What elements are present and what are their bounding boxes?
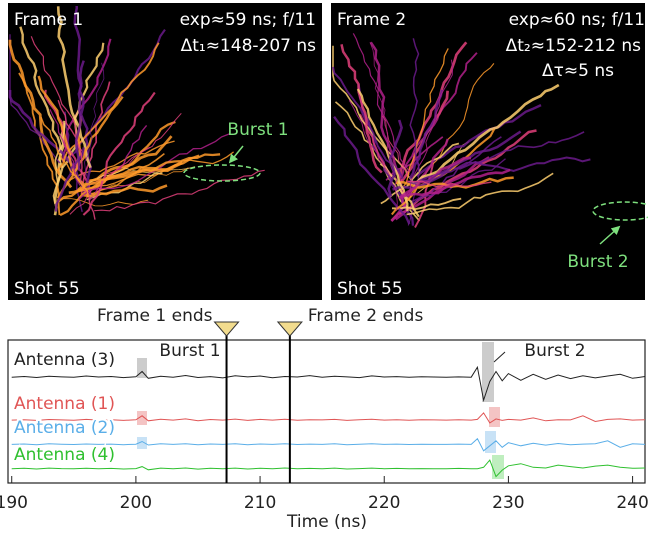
annotation: Burst 1: [159, 341, 220, 361]
legend-label: Antenna (1): [14, 394, 115, 414]
streamer-branch: [68, 161, 184, 195]
streamer-branch: [356, 88, 409, 212]
delay: Δt₁≈148-207 ns: [181, 36, 317, 56]
burst-highlight: [492, 455, 504, 479]
streamer-branch: [84, 62, 105, 177]
burst-arrow: [228, 145, 244, 164]
trace: [11, 459, 646, 478]
x-tick-label: 210: [244, 493, 276, 513]
x-tick-label: 240: [616, 493, 648, 513]
exposure: exp≈59 ns; f/11: [180, 10, 316, 30]
streamer-branch: [408, 89, 444, 180]
annotation-pointer: [493, 351, 506, 363]
streamer-branch: [399, 41, 468, 178]
annotation: Burst 2: [524, 341, 585, 361]
burst-label: Burst 1: [227, 120, 288, 140]
streamer-branches: [8, 5, 591, 228]
plot-frame: [7, 339, 646, 484]
shot-label: Shot 55: [14, 279, 80, 299]
burst-ellipse: [592, 201, 648, 221]
streamer-branch: [380, 142, 460, 205]
frame-label: Frame 2: [337, 10, 406, 30]
streamer-branch: [8, 90, 87, 195]
delay: Δt₂≈152-212 ns: [506, 36, 642, 56]
burst-highlight: [485, 431, 496, 453]
streamer-branch: [398, 168, 511, 200]
streamer-branch: [80, 81, 111, 195]
exposure: exp≈60 ns; f/11: [509, 10, 645, 30]
burst-highlight: [489, 407, 500, 427]
frame-end-label: Frame 1 ends: [97, 306, 213, 326]
streamer-branch: [405, 59, 454, 196]
burst-highlight: [137, 358, 147, 378]
streamer-branch: [40, 116, 89, 198]
x-axis-label: Time (ns): [286, 512, 367, 532]
streamer-branch: [387, 119, 403, 197]
streamer-branch: [44, 89, 92, 194]
legend-label: Antenna (3): [14, 350, 115, 370]
frame-end-marker: [276, 321, 303, 337]
burst-highlight: [137, 411, 147, 425]
burst-ellipse: [183, 164, 261, 182]
x-tick-label: 190: [0, 493, 28, 513]
frame-label: Frame 1: [14, 10, 83, 30]
streamer-branch: [57, 99, 96, 220]
streamer-branch: [334, 101, 421, 222]
legend-label: Antenna (2): [14, 418, 115, 438]
frame-end-marker: [213, 321, 240, 337]
streamer-branch: [18, 72, 61, 216]
streamer-branch: [415, 104, 542, 177]
x-tick-label: 220: [368, 493, 400, 513]
streamer-branch: [89, 167, 189, 195]
streamer-branch: [8, 39, 73, 189]
burst-highlight: [482, 342, 494, 402]
trace: [11, 412, 646, 424]
streamer-branch: [19, 26, 64, 169]
legend-label: Antenna (4): [14, 445, 115, 465]
jitter: Δτ≈5 ns: [542, 61, 614, 81]
streamer-branch: [73, 5, 83, 171]
streamer-branch: [340, 44, 383, 174]
shot-label: Shot 55: [337, 279, 403, 299]
streamer-branch: [409, 38, 420, 173]
streamer-branch: [52, 123, 66, 205]
streamer-branch: [382, 115, 410, 175]
streamer-branch: [369, 42, 398, 212]
streamer-branch: [94, 169, 265, 212]
streamer-branch: [410, 83, 560, 186]
x-tick-label: 230: [492, 493, 524, 513]
burst-arrow: [599, 225, 621, 245]
frame-end-label: Frame 2 ends: [308, 306, 424, 326]
trace: [11, 437, 646, 452]
streamer-branch: [82, 91, 156, 216]
x-tick-label: 200: [120, 493, 152, 513]
burst-label: Burst 2: [567, 252, 628, 272]
streamer-branch: [406, 180, 492, 188]
streamer-branch: [56, 6, 92, 169]
streamer-branch: [391, 197, 462, 211]
streamer-branch: [348, 100, 392, 179]
streamer-branch: [352, 33, 411, 173]
streamer-branch: [49, 109, 81, 186]
streamer-branch: [406, 172, 554, 216]
burst-highlight: [137, 437, 147, 449]
streamer-branch: [69, 140, 175, 181]
streamer-branch: [408, 131, 585, 183]
streamer-branch: [400, 48, 449, 190]
streamer-branch: [89, 153, 221, 182]
trace: [11, 365, 646, 403]
streamer-branch: [333, 116, 411, 225]
